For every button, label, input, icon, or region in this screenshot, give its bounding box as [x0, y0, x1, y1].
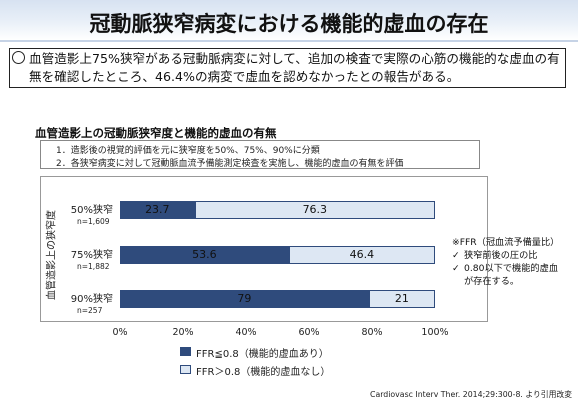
bar-segment [120, 246, 289, 264]
x-tick-label: 40% [235, 327, 257, 338]
sample-size: n=1,609 [77, 217, 110, 226]
method-line-2: 2．各狭窄病変に対して冠動脈血流予備能測定検査を実施し、機能的虚血の有無を評価 [56, 159, 404, 169]
note-item: ✓ 0.80以下で機能的虚血 [452, 262, 559, 275]
note-item-text: 0.80以下で機能的虚血 [464, 263, 558, 274]
circle-bullet-icon [12, 51, 25, 64]
note-item: ✓ 狭窄前後の圧の比 [452, 249, 559, 262]
bar-value-label: 21 [394, 292, 409, 305]
check-icon: ✓ [452, 250, 460, 261]
x-tick-label: 60% [298, 327, 320, 338]
bar-segment [288, 246, 435, 264]
slide-title: 冠動脈狭窄病変における機能的虚血の存在 [89, 12, 489, 36]
summary-text: 血管造影上75%狭窄がある冠動脈病変に対して、追加の検査で実際の心筋の機能的な虚… [29, 51, 560, 84]
sample-size: n=1,882 [77, 262, 110, 271]
bar-value-label: 46.4 [349, 248, 375, 261]
note-item-continued: が存在する。 [464, 276, 520, 287]
category-label: 90%狭窄 n=257 [55, 293, 113, 315]
bar-segment [120, 201, 195, 219]
title-divider [0, 40, 578, 42]
bar-segment [368, 290, 435, 308]
citation: Cardiovasc Interv Ther. 2014;29:300-8. よ… [370, 390, 572, 399]
bar-value-label: 53.6 [192, 248, 217, 261]
legend-item-ischemia: FFR≦0.8（機能的虚血あり） [180, 345, 329, 360]
category-label: 50%狭窄 n=1,609 [55, 204, 113, 226]
category-name: 50%狭窄 [70, 205, 113, 216]
legend-swatch [180, 347, 191, 356]
category-label: 75%狭窄 n=1,882 [55, 249, 113, 271]
chart-title: 血管造影上の冠動脈狭窄度と機能的虚血の有無 [35, 126, 277, 140]
x-tick-label: 80% [361, 327, 383, 338]
x-tick-label: 100% [421, 327, 449, 338]
summary-box: 血管造影上75%狭窄がある冠動脈病変に対して、追加の検査で実際の心筋の機能的な虚… [9, 48, 566, 88]
bar-segment [120, 290, 369, 308]
bar-value-label: 23.7 [145, 203, 170, 216]
x-tick-label: 20% [172, 327, 194, 338]
bar-value-label: 79 [237, 292, 252, 305]
legend-swatch [180, 365, 191, 374]
sample-size: n=257 [77, 306, 103, 315]
bar-value-label: 76.3 [302, 203, 328, 216]
legend-label: FFR≦0.8（機能的虚血あり） [196, 349, 329, 360]
method-line-1: 1．造影後の視覚的評価を元に狭窄度を50%、75%、90%に分類 [56, 146, 320, 156]
note-heading: ※FFR（冠血流予備量比） [452, 237, 560, 248]
x-tick-label: 0% [112, 327, 128, 338]
legend-label: FFR＞0.8（機能的虚血なし） [196, 367, 331, 378]
title-band [0, 0, 578, 40]
method-box: 1．造影後の視覚的評価を元に狭窄度を50%、75%、90%に分類 2．各狭窄病変… [40, 140, 480, 169]
category-name: 75%狭窄 [70, 250, 113, 261]
legend-item-no-ischemia: FFR＞0.8（機能的虚血なし） [180, 363, 331, 378]
bar-segment [194, 201, 435, 219]
ffr-note: ※FFR（冠血流予備量比） ✓ 狭窄前後の圧の比 ✓ 0.80以下で機能的虚血 が存… [452, 236, 559, 288]
check-icon: ✓ [452, 263, 460, 274]
note-item-text: 狭窄前後の圧の比 [464, 250, 538, 261]
category-name: 90%狭窄 [70, 294, 113, 305]
